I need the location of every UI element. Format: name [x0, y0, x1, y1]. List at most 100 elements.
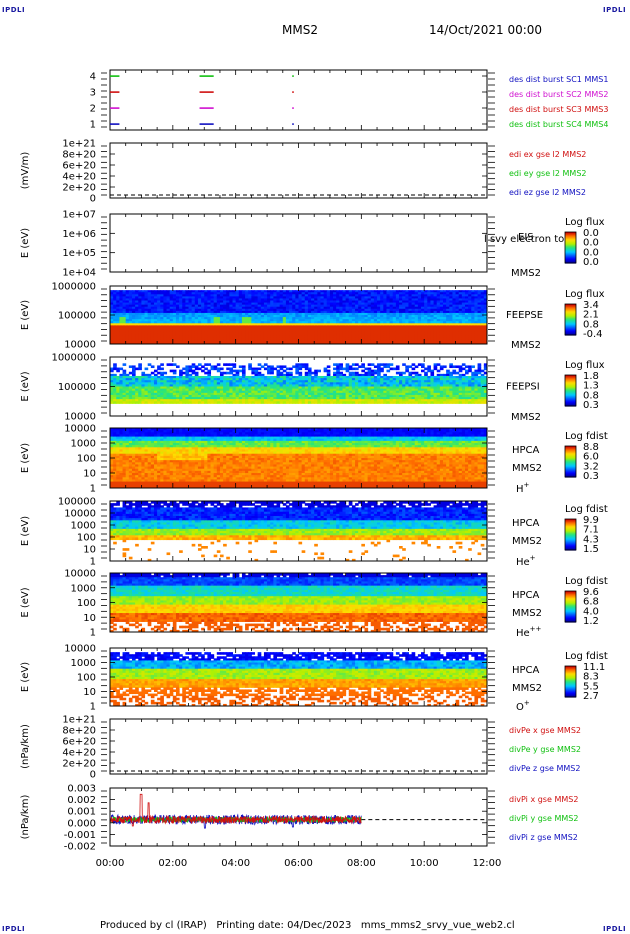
spectrogram-cell	[304, 401, 309, 404]
spectrogram-cell	[235, 319, 240, 322]
spectrogram-cell	[383, 365, 387, 369]
spectrogram-cell	[182, 335, 186, 339]
spectrogram-cell	[141, 290, 146, 293]
spectrogram-cell	[172, 302, 177, 306]
spectrogram-cell	[370, 401, 375, 404]
spectrogram-cell	[201, 331, 205, 335]
spectrogram-cell	[207, 321, 212, 324]
spectrogram-cell	[241, 290, 246, 293]
spectrogram-cell	[207, 363, 212, 366]
spectrogram-cell	[125, 339, 130, 343]
spectrogram-cell	[147, 315, 152, 318]
spectrogram-cell	[110, 321, 114, 324]
spectrogram-cell	[251, 371, 256, 375]
spectrogram-cell	[248, 321, 252, 324]
spectrogram-cell	[150, 294, 155, 297]
spectrogram-cell	[241, 331, 246, 335]
spectrogram-cell	[172, 298, 177, 301]
spectrogram-cell	[226, 337, 230, 341]
spectrogram-cell	[241, 302, 246, 306]
spectrogram-cell	[364, 401, 369, 404]
spectrogram-cell	[119, 327, 124, 330]
spectrogram-cell	[125, 310, 130, 314]
spectrogram-cell	[223, 296, 227, 299]
spectrogram-cell	[116, 308, 120, 312]
spectrogram-cell	[110, 335, 114, 339]
spectrogram-cell	[141, 339, 146, 343]
y-tick-label: 10000	[64, 340, 96, 351]
spectrogram-cell	[188, 333, 193, 337]
spacecraft-label: MMS2	[511, 340, 541, 351]
spectrogram-cell	[128, 304, 133, 308]
spectrogram-cell	[194, 296, 199, 299]
spectrogram-cell	[235, 306, 240, 310]
spectrogram-cell	[144, 327, 149, 330]
spectrogram-cell	[150, 317, 155, 320]
spectrogram-cell	[110, 302, 114, 306]
spectrogram-cell	[144, 341, 149, 345]
spectrogram-cell	[153, 323, 158, 326]
spectrogram-cell	[125, 292, 130, 295]
spectrogram-cell	[210, 367, 215, 371]
spectrogram-cell	[113, 367, 117, 371]
spectrogram-cell	[238, 296, 243, 299]
spectrogram-cell	[219, 325, 224, 328]
spectrogram-cell	[135, 327, 139, 330]
spectrogram-cell	[141, 325, 146, 328]
spectrogram-cell	[160, 304, 164, 308]
spectrogram-cell	[204, 304, 208, 308]
spectrogram-cell	[238, 369, 243, 373]
spectrogram-cell	[229, 335, 234, 339]
spectrogram-cell	[144, 339, 149, 343]
colorbar-segment	[565, 257, 576, 260]
spectrogram-cell	[201, 365, 205, 369]
spectrogram-cell	[257, 401, 262, 404]
spectrogram-cell	[179, 312, 183, 316]
spectrogram-cell	[116, 327, 120, 330]
spectrogram-cell	[191, 298, 196, 301]
spectrogram-cell	[160, 337, 164, 341]
spectrogram-cell	[207, 294, 212, 297]
spectrogram-cell	[213, 292, 218, 295]
spectrogram-cell	[333, 401, 337, 404]
spectrogram-cell	[125, 337, 130, 341]
spectrogram-cell	[160, 331, 164, 335]
spectrogram-cell	[147, 341, 152, 345]
spectrogram-cell	[223, 312, 227, 316]
spectrogram-cell	[245, 401, 249, 404]
spectrogram-cell	[194, 290, 199, 293]
spectrogram-cell	[128, 371, 133, 375]
spectrogram-cell	[216, 329, 221, 333]
spectrogram-cell	[163, 327, 168, 330]
spectrogram-cell	[122, 315, 127, 318]
spectrogram-cell	[119, 292, 124, 295]
spectrogram-cell	[122, 290, 127, 293]
spectrogram-cell	[122, 302, 127, 306]
spectrogram-cell	[210, 296, 215, 299]
spectrogram-cell	[113, 302, 117, 306]
spectrogram-cell	[194, 317, 199, 320]
spectrogram-cell	[197, 323, 202, 326]
spectrogram-cell	[188, 327, 193, 330]
spectrogram-cell	[169, 298, 174, 301]
spectrogram-cell	[166, 341, 171, 345]
spectrogram-cell	[131, 401, 136, 404]
spectrogram-cell	[232, 333, 237, 337]
spectrogram-cell	[213, 290, 218, 293]
spectrogram-cell	[131, 323, 136, 326]
spectrogram-cell	[191, 302, 196, 306]
spectrogram-cell	[153, 327, 158, 330]
spectrogram-cell	[194, 341, 199, 345]
spectrogram-cell	[197, 300, 202, 304]
spectrogram-cell	[232, 296, 237, 299]
spectrogram-cell	[326, 365, 331, 369]
spectrogram-cell	[182, 367, 186, 371]
legend-entry: des dist burst SC1 MMS1	[509, 75, 608, 84]
spectrogram-cell	[169, 319, 174, 322]
spectrogram-cell	[110, 312, 114, 316]
spectrogram-cell	[188, 294, 193, 297]
spectrogram-cell	[241, 335, 246, 339]
spectrogram-cell	[241, 317, 246, 320]
spectrogram-cell	[229, 337, 234, 341]
spectrogram-cell	[160, 341, 164, 345]
